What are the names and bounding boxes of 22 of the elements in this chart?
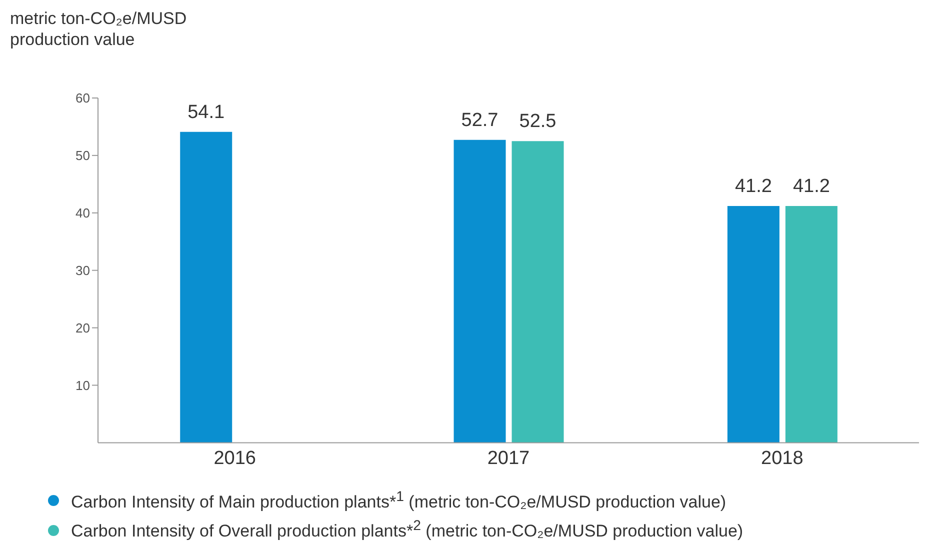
x-tick-label: 2017 [487, 448, 530, 470]
x-tick-label: 2018 [761, 448, 804, 470]
y-tick-label: 50 [76, 148, 90, 164]
y-tick-label: 40 [76, 206, 90, 221]
data-label: 41.2 [734, 176, 772, 197]
y-tick-label: 60 [76, 90, 90, 106]
y-tick-label: 30 [76, 262, 90, 278]
y-tick-label: 10 [76, 378, 90, 393]
data-label: 52.7 [461, 110, 498, 131]
bar [454, 140, 506, 443]
bar [180, 132, 232, 443]
x-tick-label: 2016 [214, 448, 256, 470]
legend-label: Carbon Intensity of Main production plants*$^{1}$ (metric ton-CO₂e/MUSD production value) [71, 488, 726, 512]
data-label: 41.2 [792, 176, 830, 197]
legend-label: Carbon Intensity of Overall production plants*$^{2}$ (metric ton-CO₂e/MUSD production value) [71, 518, 744, 542]
data-label: 54.1 [188, 102, 225, 123]
data-label: 52.5 [519, 111, 556, 132]
y-axis-title: metric ton-CO₂e/MUSD production value [10, 9, 187, 49]
bar [785, 206, 838, 443]
bar [727, 206, 780, 443]
y-tick-label: 20 [76, 320, 90, 336]
bar [512, 141, 564, 443]
